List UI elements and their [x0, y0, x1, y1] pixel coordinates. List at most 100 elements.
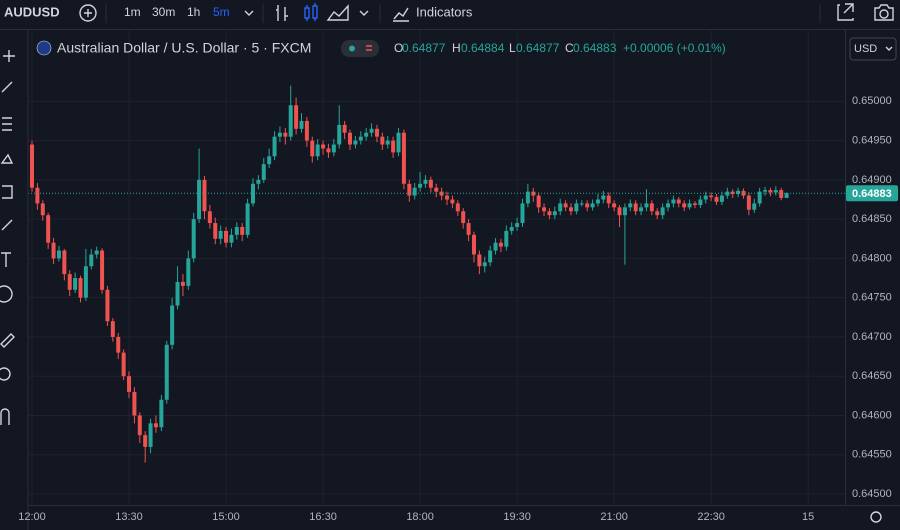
style-menu[interactable] [359, 10, 369, 16]
candles-style[interactable] [304, 3, 318, 21]
candle-body [180, 281, 185, 286]
icon-tool[interactable] [0, 285, 13, 303]
candle-body [256, 179, 261, 184]
candle-body [116, 336, 121, 353]
candle-body [579, 203, 584, 205]
candle-body [299, 120, 304, 129]
brush-tool[interactable] [1, 219, 13, 231]
magnet-tool[interactable] [0, 408, 10, 425]
interval-active[interactable]: 5m [213, 5, 230, 19]
fib-tool[interactable] [2, 117, 12, 131]
candle-body [143, 435, 148, 447]
change: +0.00006 (+0.01%) [623, 41, 726, 55]
candle-body [283, 132, 288, 137]
sell-icon [366, 45, 372, 51]
candle-body [374, 128, 379, 137]
y-tick-label: 0.64550 [852, 449, 892, 461]
candle-body [148, 423, 153, 447]
candle-body [245, 203, 250, 235]
candle-body [67, 274, 72, 290]
candle-body [471, 234, 476, 255]
candle-body [261, 164, 266, 180]
candle-body [719, 195, 724, 202]
x-tick-label: 12:00 [18, 511, 46, 523]
candle-body [89, 254, 94, 267]
interval[interactable]: 1h [187, 5, 200, 19]
candle-body [83, 266, 88, 298]
x-tick-label: 15:00 [212, 511, 240, 523]
indicators-button[interactable]: Indicators [416, 4, 473, 19]
x-tick-label: 15 [802, 511, 814, 523]
candle-body [612, 203, 617, 208]
trend-line-tool[interactable] [1, 81, 13, 93]
candle-body [703, 195, 708, 200]
candle-body [628, 203, 633, 208]
add-symbol[interactable] [79, 4, 97, 22]
candle-body [779, 190, 784, 198]
candle-body [746, 195, 751, 210]
candle-body [62, 250, 67, 275]
candle-body [542, 207, 547, 212]
interval-menu[interactable] [244, 10, 254, 16]
pill[interactable] [341, 40, 379, 57]
candle-body [369, 128, 374, 133]
left-toolbar [0, 30, 29, 530]
candle-body [40, 203, 45, 216]
fullscreen[interactable] [837, 3, 854, 21]
interval[interactable]: 1m [124, 5, 141, 19]
forecast-tool[interactable] [2, 185, 13, 199]
candle-body [250, 183, 255, 204]
settings[interactable] [870, 511, 882, 523]
candle-body [757, 191, 762, 204]
candle-body [342, 124, 347, 133]
candle-body [768, 190, 773, 193]
candle-body [428, 179, 433, 188]
area-style[interactable] [326, 4, 349, 21]
plot-area [28, 30, 845, 505]
candle-body [121, 352, 126, 377]
candle-body [676, 199, 681, 204]
candle-body [197, 179, 202, 220]
candle-body [692, 203, 697, 205]
ohlc-value: 0.64877 [516, 41, 560, 55]
legend-title: Australian Dollar / U.S. Dollar · 5 · FX… [57, 40, 311, 56]
currency[interactable]: USD [854, 43, 877, 55]
candle-body [773, 190, 778, 193]
text-tool[interactable] [1, 252, 11, 267]
candle-body [423, 179, 428, 184]
candle-body [56, 250, 61, 259]
candle-body [348, 132, 353, 145]
candle-body [407, 183, 412, 196]
candle-body [326, 148, 331, 153]
x-tick-label: 16:30 [309, 511, 337, 523]
candle-body [396, 132, 401, 153]
candle-body [520, 203, 525, 224]
candle-body [709, 195, 714, 198]
snapshot[interactable] [874, 4, 894, 21]
last-price-label: 0.64883 [852, 188, 892, 200]
symbol[interactable]: AUDUSD [4, 4, 60, 19]
candle-body [655, 211, 660, 216]
bars-style[interactable] [276, 5, 288, 21]
candle-body [558, 203, 563, 212]
crosshair-tool[interactable] [3, 50, 15, 62]
snapshot-lens [879, 9, 889, 19]
candle-body [78, 278, 83, 298]
candle-body [450, 199, 455, 204]
interval[interactable]: 30m [152, 5, 175, 19]
candle-body [213, 223, 218, 239]
x-tick-label: 13:30 [115, 511, 143, 523]
currency-box[interactable] [849, 37, 897, 61]
pattern-tool[interactable] [0, 153, 14, 164]
candle-body [159, 399, 164, 428]
candle-body [170, 305, 175, 345]
zoom-tool[interactable] [0, 367, 11, 381]
candle-body [660, 207, 665, 216]
candle-body [445, 195, 450, 200]
indicators-icon[interactable] [393, 7, 409, 22]
ohlc-value: 0.64877 [402, 41, 446, 55]
candle-body [682, 203, 687, 208]
measure-tool[interactable] [0, 333, 15, 348]
candle-body [504, 230, 509, 247]
candle-body [191, 219, 196, 259]
